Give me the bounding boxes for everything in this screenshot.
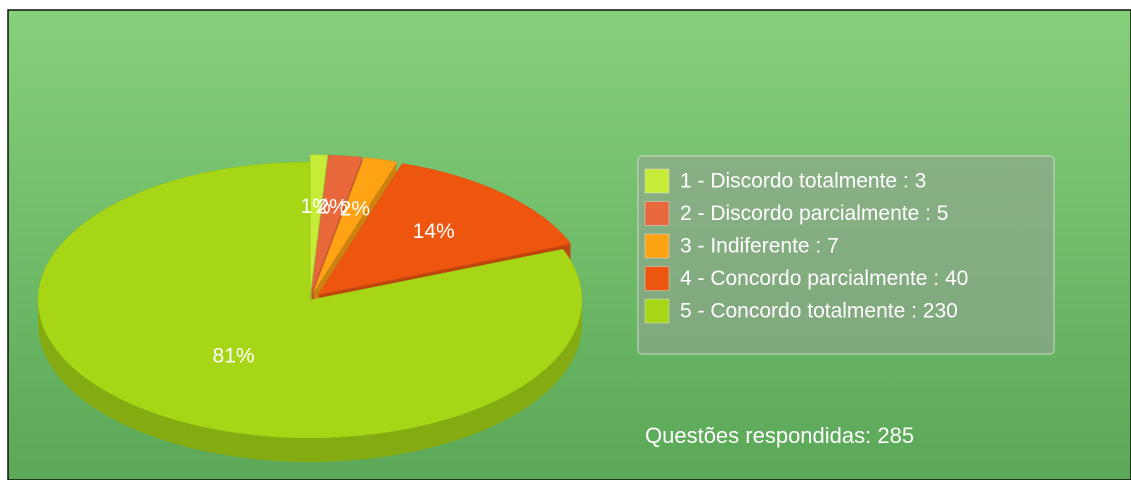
value-label: 81% [213, 345, 255, 368]
legend: 1 - Discordo totalmente : 3 2 - Discordo … [644, 168, 968, 324]
legend-label: 1 - Discordo totalmente : 3 [680, 170, 926, 193]
slice [37, 161, 583, 439]
legend-box [637, 155, 1055, 355]
legend-label: 2 - Discordo parcialmente : 5 [680, 202, 948, 225]
legend-label: 4 - Concordo parcialmente : 40 [680, 267, 968, 290]
legend-label: 5 - Concordo totalmente : 230 [680, 300, 958, 323]
value-label: 2% [340, 198, 370, 221]
legend-swatch [644, 233, 670, 259]
value-label: 1% [300, 195, 330, 218]
legend-swatch [644, 298, 670, 324]
legend-swatch [644, 168, 670, 194]
slice [312, 157, 398, 294]
value-label: 14% [413, 220, 455, 243]
legend-swatch [644, 266, 670, 291]
legend-label: 3 - Indiferente : 7 [680, 235, 839, 258]
legend-swatch [644, 201, 670, 226]
slice [311, 154, 363, 293]
annotation: Questões respondidas: 285 [645, 423, 914, 448]
pie: 1%2%2%14%81% [37, 154, 583, 462]
slice [310, 154, 328, 293]
slice [317, 163, 572, 296]
value-label: 2% [317, 196, 347, 219]
